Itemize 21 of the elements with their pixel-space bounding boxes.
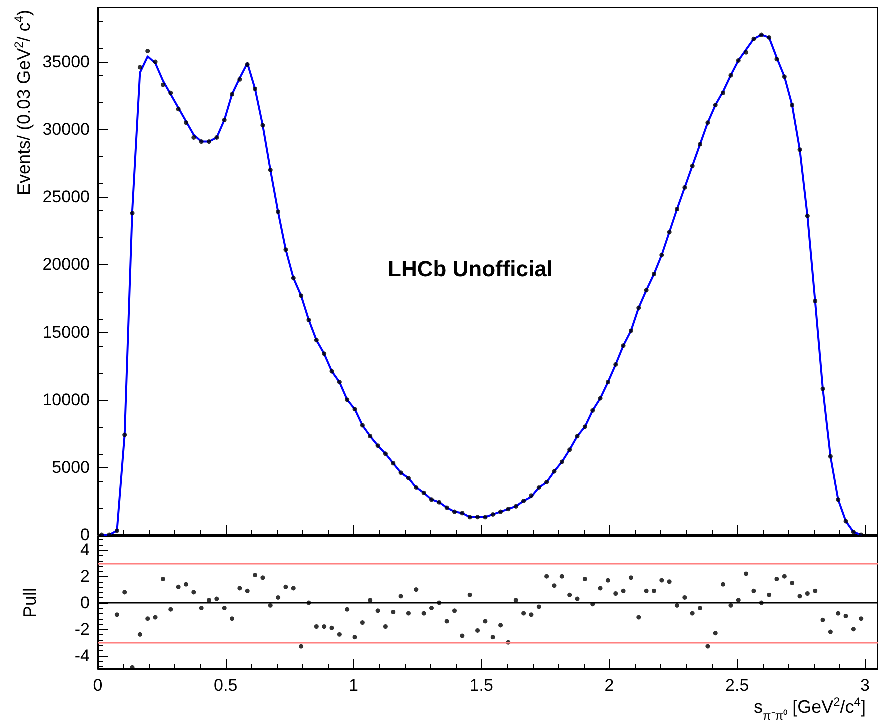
y-tick-label: 0 xyxy=(80,594,90,612)
y-tick-label: 15000 xyxy=(42,322,90,342)
y-tick-label: 5000 xyxy=(52,458,90,477)
y-axis-title: Pull xyxy=(20,588,40,618)
x-tick-label: 2.5 xyxy=(726,676,750,695)
x-tick-label: 1 xyxy=(349,676,358,695)
y-tick-label: -2 xyxy=(74,620,90,639)
x-tick-label: 0 xyxy=(93,676,103,695)
x-axis-title: s$_{π⁻π⁰}$ [GeV$^{2}$/c$^{4}$] xyxy=(754,695,866,723)
y-tick-label: -4 xyxy=(74,646,90,666)
y-tick-label: 30000 xyxy=(42,120,90,140)
x-tick-label: 2 xyxy=(604,676,614,695)
x-tick-label: 1.5 xyxy=(470,676,494,695)
y-tick-label: 2 xyxy=(80,567,90,586)
y-tick-label: 35000 xyxy=(42,52,90,72)
x-tick-label: 3 xyxy=(860,676,870,695)
annotation: LHCb Unofficial xyxy=(388,256,553,282)
x-tick-label: 0.5 xyxy=(214,676,238,695)
y-tick-label: 20000 xyxy=(42,255,90,274)
y-tick-label: 25000 xyxy=(42,188,90,207)
y-tick-label: 10000 xyxy=(42,390,90,410)
